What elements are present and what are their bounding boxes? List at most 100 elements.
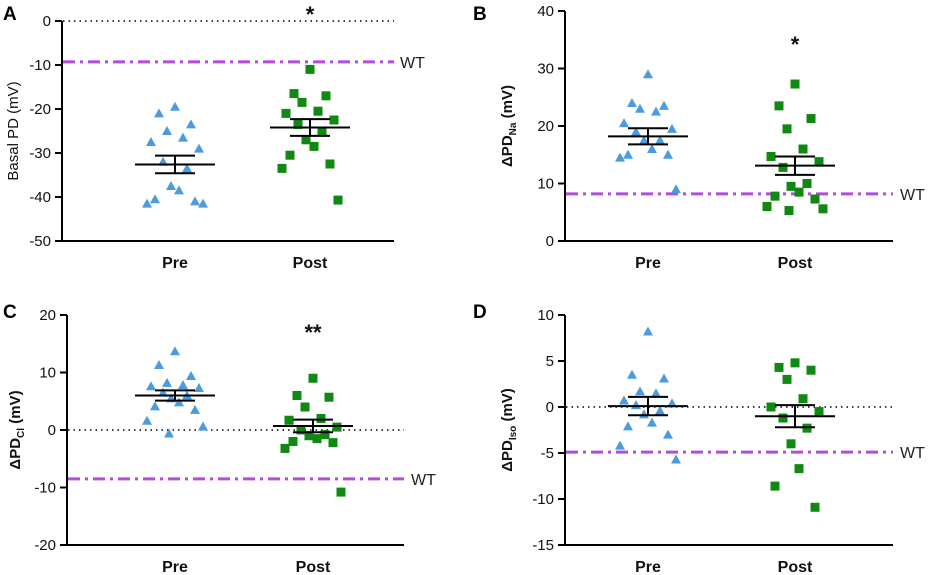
data-point-square xyxy=(778,413,788,423)
data-point-triangle xyxy=(146,137,156,146)
data-point-square xyxy=(790,79,800,89)
data-point-triangle xyxy=(170,101,180,111)
data-point-triangle xyxy=(659,100,669,110)
data-point-triangle xyxy=(166,181,176,190)
data-point-triangle xyxy=(655,405,665,415)
y-tick-label: 20 xyxy=(537,118,554,135)
y-tick-label: 30 xyxy=(537,61,554,78)
x-category-label: Pre xyxy=(162,559,188,575)
data-point-triangle xyxy=(627,98,637,107)
panel-b: B WT 0 10 20 30 40 ΔPDNa (mV) Pre Post * xyxy=(473,3,925,272)
data-point-triangle xyxy=(158,387,168,397)
significance-marker: * xyxy=(306,2,315,27)
data-point-square xyxy=(794,187,804,197)
x-category-label: Post xyxy=(778,255,813,272)
data-point-triangle xyxy=(190,404,200,414)
data-point-square xyxy=(317,126,327,136)
data-point-triangle xyxy=(627,369,637,379)
y-axis-label-subscript: Na xyxy=(508,122,519,135)
data-point-square xyxy=(332,422,342,432)
data-point-triangle xyxy=(623,421,633,431)
data-point-square xyxy=(770,481,780,491)
y-tick-label: 10 xyxy=(537,176,554,193)
data-point-square xyxy=(790,358,800,368)
y-axis-label-main: Basal PD (mV) xyxy=(5,81,22,180)
data-point-square xyxy=(280,443,290,453)
y-tick-label: -10 xyxy=(34,480,56,497)
y-tick-label: 40 xyxy=(537,3,554,20)
series-pre xyxy=(608,326,688,464)
y-tick-label: -40 xyxy=(29,189,51,206)
data-point-square xyxy=(328,438,338,448)
y-tick-label: 0 xyxy=(546,399,554,416)
data-point-triangle xyxy=(663,429,673,439)
y-tick-label: 5 xyxy=(546,353,554,370)
x-category-label: Post xyxy=(293,255,328,272)
x-category-label: Pre xyxy=(635,255,661,272)
data-point-triangle xyxy=(639,135,649,145)
y-axis-label: ΔPDNa (mV) xyxy=(499,85,519,167)
data-point-square xyxy=(333,195,343,205)
data-point-square xyxy=(296,425,306,435)
panel-d: D WT 10 5 0 -5 -10 -15 ΔPDIso (mV) Pre Post xyxy=(473,302,925,575)
data-point-triangle xyxy=(178,380,188,390)
data-point-triangle xyxy=(178,132,188,142)
data-point-triangle xyxy=(635,103,645,113)
data-point-triangle xyxy=(186,119,196,129)
y-tick-label: 20 xyxy=(39,307,56,324)
data-point-triangle xyxy=(667,123,677,133)
data-point-triangle xyxy=(170,346,180,356)
data-point-triangle xyxy=(142,415,152,425)
data-point-square xyxy=(320,430,330,440)
data-point-square xyxy=(810,502,820,512)
data-point-triangle xyxy=(615,152,625,162)
data-point-triangle xyxy=(194,143,204,153)
data-point-triangle xyxy=(659,373,669,383)
data-point-square xyxy=(277,163,287,173)
data-point-triangle xyxy=(619,395,629,405)
data-point-square xyxy=(305,64,315,74)
data-point-triangle xyxy=(198,198,208,208)
data-point-triangle xyxy=(174,185,184,195)
data-point-square xyxy=(782,124,792,134)
data-point-triangle xyxy=(619,118,629,128)
data-point-triangle xyxy=(647,144,657,153)
y-axis-label: ΔPDCl (mV) xyxy=(7,390,27,469)
data-point-square xyxy=(798,394,808,404)
y-tick-label: -30 xyxy=(29,145,51,162)
y-tick-label: 10 xyxy=(537,307,554,324)
data-point-triangle xyxy=(154,360,164,370)
y-axis-label-unit: (mV) xyxy=(499,388,516,426)
panel-c: C WT 20 10 0 -10 -20 ΔPDCl (mV) Pre Post ** xyxy=(3,302,436,575)
data-point-square xyxy=(774,362,784,372)
y-axis-label-subscript: Iso xyxy=(508,426,519,440)
data-point-square xyxy=(324,392,334,402)
data-point-triangle xyxy=(164,428,174,438)
data-point-triangle xyxy=(655,135,665,145)
data-point-square xyxy=(782,374,792,384)
y-tick-label: 0 xyxy=(546,233,554,250)
data-point-triangle xyxy=(643,326,653,336)
y-tick-label: -10 xyxy=(29,57,51,74)
data-point-square xyxy=(784,206,794,216)
y-axis-label-unit: (mV) xyxy=(499,85,516,123)
data-point-triangle xyxy=(186,370,196,380)
y-axis-label: Basal PD (mV) xyxy=(5,81,22,180)
y-tick-label: 10 xyxy=(39,365,56,382)
y-axis-label: ΔPDIso (mV) xyxy=(499,388,519,472)
y-tick-label: -20 xyxy=(29,101,51,118)
data-point-square xyxy=(325,159,335,169)
panel-a: A WT 0 -10 -20 -30 -40 -50 Basal PD (mV) Pre Post * xyxy=(3,2,425,272)
data-point-square xyxy=(316,414,326,423)
y-tick-label: -5 xyxy=(541,445,554,462)
data-point-square xyxy=(281,108,291,118)
data-point-triangle xyxy=(623,149,633,159)
data-point-triangle xyxy=(142,198,152,208)
series-post xyxy=(755,358,835,512)
panel-letter: B xyxy=(473,4,487,25)
data-point-square xyxy=(770,191,780,201)
data-point-square xyxy=(762,202,772,211)
data-point-square xyxy=(309,141,319,151)
data-point-triangle xyxy=(651,388,661,398)
